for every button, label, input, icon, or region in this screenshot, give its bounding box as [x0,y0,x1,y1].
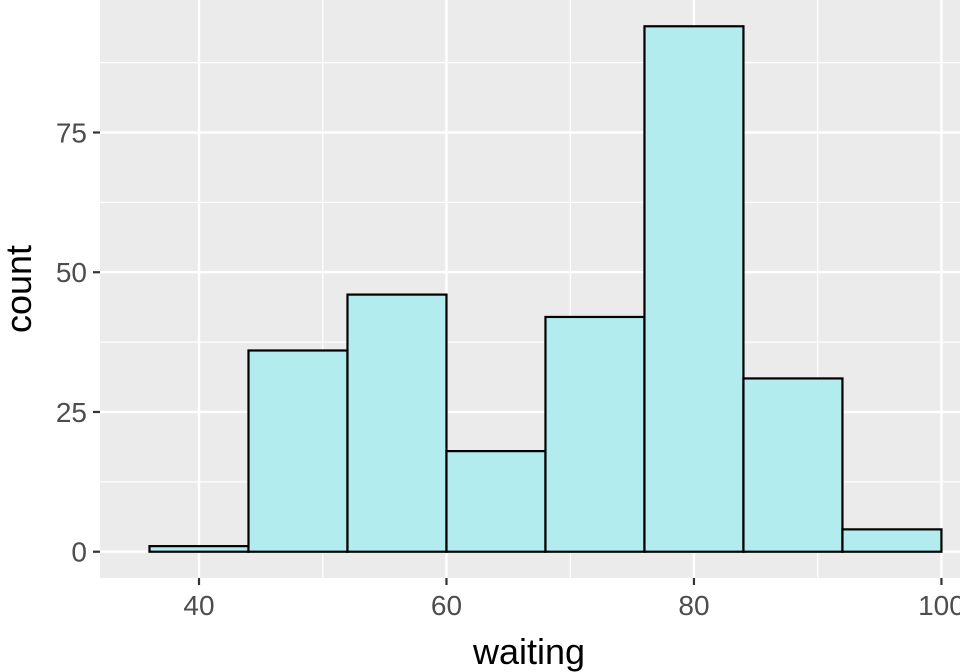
x-axis-title: waiting [472,631,585,672]
x-tick-label: 100 [918,590,960,621]
histogram-bar [544,315,646,553]
y-axis-title: count [0,245,39,333]
y-axis: 0 25 50 75 [56,117,100,568]
histogram-bar [841,528,943,553]
histogram-bar [742,377,844,553]
y-tick-label: 25 [56,397,87,428]
histogram-bar [247,349,349,553]
histogram-bar [643,25,745,553]
y-tick-label: 0 [71,537,87,568]
histogram-bar [346,293,448,553]
x-axis: 40 60 80 100 [183,578,960,621]
histogram-bar [445,450,547,553]
x-tick-label: 40 [183,590,214,621]
x-tick-label: 80 [678,590,709,621]
y-tick-label: 75 [56,117,87,148]
histogram-bar [148,545,250,553]
x-tick-label: 60 [431,590,462,621]
histogram-bars [148,25,943,553]
y-tick-label: 50 [56,257,87,288]
